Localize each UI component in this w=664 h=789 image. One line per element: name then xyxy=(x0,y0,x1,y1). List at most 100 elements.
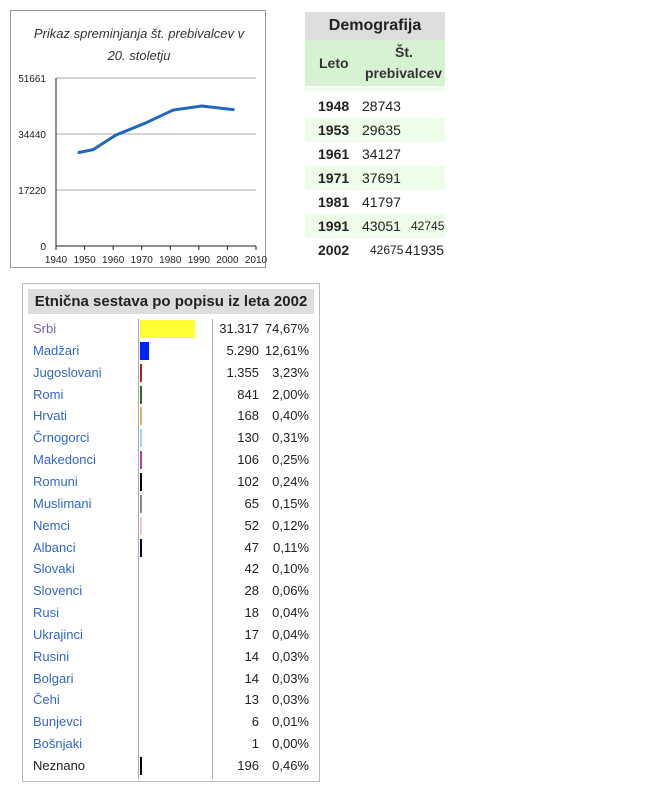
ethnic-share-bar xyxy=(140,363,143,382)
ethnic-group-link[interactable]: Rusini xyxy=(33,648,70,664)
col-pop-header-2: prebivalcev xyxy=(365,65,443,81)
data-point xyxy=(77,151,81,155)
ethnic-group-link[interactable]: Ukrajinci xyxy=(33,626,83,642)
percent-cell: 0,11% xyxy=(273,539,309,555)
ethnic-group-link[interactable]: Jugoslovani xyxy=(33,364,102,380)
ethnic-row: Slovaki 42 0,10% xyxy=(23,558,319,580)
percent-cell: 0,04% xyxy=(272,626,309,642)
ethnic-row: Srbi 31.317 74,67% xyxy=(23,318,319,340)
count-cell: 28 xyxy=(244,583,259,599)
demografija-row: 1953 29635 xyxy=(305,118,445,142)
ethnic-group-link[interactable]: Rusi xyxy=(33,605,60,621)
percent-cell: 0,10% xyxy=(272,561,309,577)
count-cell: 18 xyxy=(244,605,259,621)
count-cell: 42 xyxy=(244,561,259,577)
count-cell: 5.290 xyxy=(226,342,259,358)
percent-cell: 0,03% xyxy=(272,692,309,708)
ethnic-group-link[interactable]: Bošnjaki xyxy=(33,736,83,752)
demografija-row: 1991 43051 42745 xyxy=(305,214,445,238)
count-cell: 841 xyxy=(237,386,259,402)
x-tick-label: 1960 xyxy=(102,255,125,266)
ethnic-group-link[interactable]: Slovenci xyxy=(33,583,83,599)
demografija-row: 1961 34127 xyxy=(305,142,445,166)
ethnic-group-link[interactable]: Romuni xyxy=(33,473,78,489)
ethnic-row: Bošnjaki 1 0,00% xyxy=(23,733,319,755)
ethnic-row: Hrvati 168 0,40% xyxy=(23,405,319,427)
ethnic-row: Romuni 102 0,24% xyxy=(23,471,319,493)
chart-title-line-1: Prikaz spreminjanja št. prebivalcev v xyxy=(34,26,246,41)
ethnic-row: Črnogorci 130 0,31% xyxy=(23,427,319,449)
ethnic-row: Slovenci 28 0,06% xyxy=(23,580,319,602)
ethnic-table-title: Etnična sestava po popisu iz leta 2002 xyxy=(28,289,314,314)
population-cell: 34127 xyxy=(362,146,401,162)
ethnic-share-bar xyxy=(140,494,142,513)
ethnic-group-link[interactable]: Hrvati xyxy=(33,408,67,424)
population-cell: 43051 xyxy=(362,218,401,234)
demografija-table: Demografija Leto Št. prebivalcev 1948 287… xyxy=(305,12,445,262)
demografija-row: 1948 28743 xyxy=(305,94,445,118)
ethnic-share-bar xyxy=(140,516,142,535)
ethnic-row: Neznano 196 0,46% xyxy=(23,755,319,777)
count-cell: 1 xyxy=(251,736,259,752)
y-tick-label: 0 xyxy=(40,242,46,253)
ethnic-group-link[interactable]: Srbi xyxy=(33,321,57,336)
chart-title-line-2: 20. stoletju xyxy=(107,48,171,63)
count-cell: 52 xyxy=(244,517,259,533)
x-tick-label: 1950 xyxy=(73,255,96,266)
percent-cell: 0,03% xyxy=(272,648,309,664)
year-cell: 1981 xyxy=(318,194,350,210)
ethnic-group-link[interactable]: Nemci xyxy=(33,517,70,533)
count-cell: 102 xyxy=(237,473,259,489)
ethnic-group-link[interactable]: Bolgari xyxy=(33,670,74,686)
ethnic-group-link[interactable]: Muslimani xyxy=(33,495,92,511)
population-cell: 28743 xyxy=(362,98,401,114)
ethnic-share-bar xyxy=(140,429,142,448)
ethnic-group-link[interactable]: Albanci xyxy=(33,539,76,555)
x-tick-label: 1980 xyxy=(159,255,182,266)
column-divider xyxy=(212,319,213,779)
ethnic-row: Rusi 18 0,04% xyxy=(23,602,319,624)
ethnic-group-link[interactable]: Bunjevci xyxy=(33,714,83,730)
percent-cell: 0,40% xyxy=(272,408,309,424)
ethnic-group-link[interactable]: Čehi xyxy=(33,692,60,708)
percent-cell: 0,24% xyxy=(272,473,309,489)
percent-cell: 0,12% xyxy=(272,517,309,533)
ethnic-row: Jugoslovani 1.355 3,23% xyxy=(23,362,319,384)
count-cell: 13 xyxy=(244,692,259,708)
ethnic-share-bar xyxy=(140,560,142,579)
ethnic-row: Rusini 14 0,03% xyxy=(23,646,319,668)
y-tick-label: 34440 xyxy=(18,130,46,141)
percent-cell: 12,61% xyxy=(264,342,309,358)
data-point xyxy=(171,108,175,112)
ethnic-share-bar xyxy=(140,757,142,775)
y-tick-label: 17220 xyxy=(18,186,46,197)
ethnic-share-bar xyxy=(140,451,142,470)
year-cell: 2002 xyxy=(318,242,350,258)
ethnic-share-bar xyxy=(140,472,142,491)
ethnic-group-link[interactable]: Makedonci xyxy=(33,452,96,468)
count-cell: 31.317 xyxy=(219,321,259,336)
ethnic-group-link[interactable]: Romi xyxy=(33,386,64,402)
ethnic-row: Bolgari 14 0,03% xyxy=(23,668,319,690)
demografija-header: Leto Št. prebivalcev xyxy=(305,40,445,86)
data-point xyxy=(114,133,118,137)
ethnic-group-link[interactable]: Slovaki xyxy=(33,561,75,577)
year-cell: 1991 xyxy=(318,218,350,234)
demografija-row: 1981 41797 xyxy=(305,190,445,214)
percent-cell: 3,23% xyxy=(272,364,309,380)
line-chart-svg: Prikaz spreminjanja št. prebivalcev v 20… xyxy=(18,26,267,266)
population-chart: Prikaz spreminjanja št. prebivalcev v 20… xyxy=(10,10,267,268)
population-cell: 29635 xyxy=(362,122,401,138)
ethnic-row: Albanci 47 0,11% xyxy=(23,537,319,559)
year-cell: 1953 xyxy=(318,122,350,138)
x-tick-label: 1940 xyxy=(45,255,68,266)
percent-cell: 0,00% xyxy=(272,736,309,752)
data-point xyxy=(231,108,235,112)
x-tick-label: 2000 xyxy=(216,255,239,266)
ethnic-share-bar xyxy=(140,407,142,426)
count-cell: 14 xyxy=(244,648,259,664)
ethnic-group-link[interactable]: Madžari xyxy=(33,342,80,358)
count-cell: 47 xyxy=(244,539,259,555)
ethnic-group-link[interactable]: Črnogorci xyxy=(33,430,90,446)
column-divider xyxy=(138,319,139,779)
